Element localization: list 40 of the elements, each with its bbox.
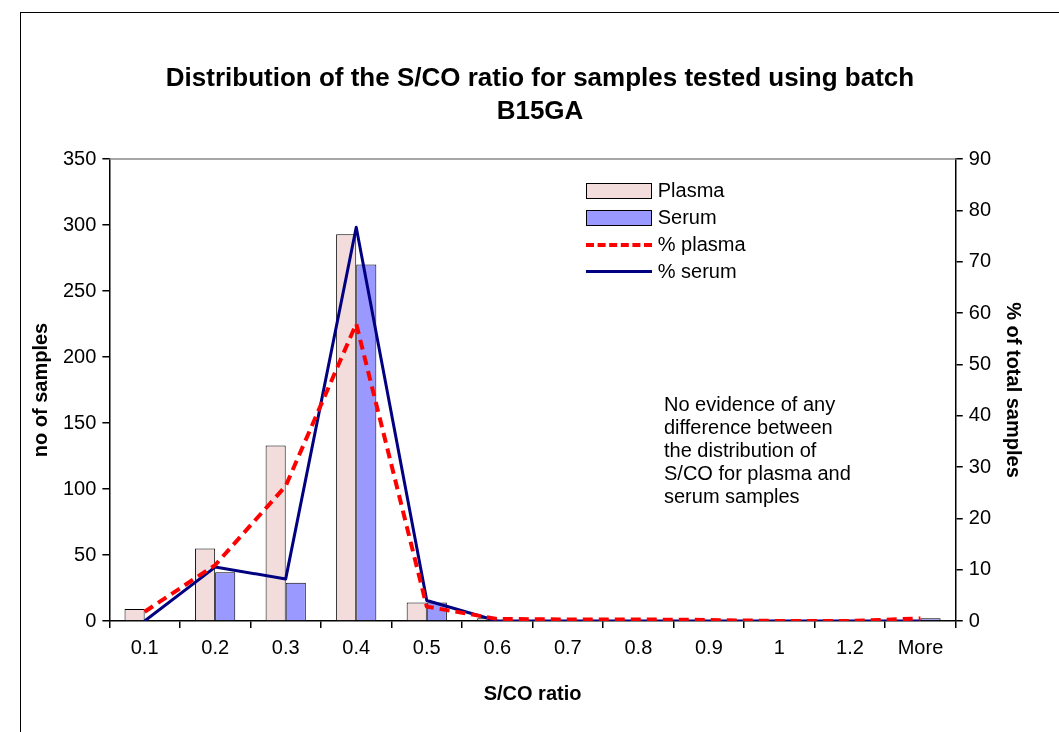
x-tick-label: 0.1 (130, 635, 159, 658)
y-axis-title: no of samples (28, 322, 51, 458)
x-tick-label: 1.2 (836, 635, 864, 658)
y-tick-label: 200 (62, 344, 97, 367)
y-tick-label: 350 (62, 146, 97, 169)
x-tick-label: 0.8 (624, 635, 653, 658)
x-tick-label: 0.7 (553, 635, 582, 658)
y-tick-label: 50 (74, 542, 97, 565)
y-tick-label: 250 (62, 278, 97, 301)
x-tick-label: 1 (773, 635, 785, 658)
y2-tick-label: 70 (968, 249, 991, 272)
y2-tick-label: 10 (968, 557, 991, 580)
line-series (142, 321, 923, 621)
y2-tick-label: 60 (968, 300, 991, 323)
x-tick-label: 0.9 (694, 635, 723, 658)
y2-tick-label: 90 (968, 146, 991, 169)
chart-title: Distribution of the S/CO ratio for samples tested using batch B15GA (164, 61, 916, 127)
y-tick-label: 150 (62, 410, 97, 433)
x-tick-label: 0.4 (342, 635, 371, 658)
x-tick-label: More (897, 635, 944, 658)
x-tick-label: 0.2 (201, 635, 230, 658)
legend-label: Plasma (657, 179, 725, 202)
x-axis-title: S/CO ratio (483, 681, 582, 704)
annotation: No evidence of any difference between the distribution of S/CO for plasma and serum samples (664, 393, 852, 508)
legend-label: Serum (657, 206, 717, 229)
legend-label: % serum (657, 260, 737, 283)
y2-tick-label: 40 (968, 403, 991, 426)
y2-tick-label: 50 (968, 351, 991, 374)
x-tick-label: 0.3 (271, 635, 300, 658)
y2-axis-title: % of total samples (1003, 302, 1026, 478)
y2-tick-label: 80 (968, 197, 991, 220)
y-tick-label: 300 (62, 212, 97, 235)
x-tick-label: 0.5 (412, 635, 441, 658)
y2-tick-label: 30 (968, 454, 991, 477)
x-tick-label: 0.6 (483, 635, 512, 658)
y-tick-label: 100 (62, 476, 97, 499)
y2-tick-label: 20 (968, 505, 991, 528)
y2-tick-label: 0 (968, 608, 980, 631)
legend-label: % plasma (657, 233, 746, 256)
y-tick-label: 0 (85, 608, 97, 631)
